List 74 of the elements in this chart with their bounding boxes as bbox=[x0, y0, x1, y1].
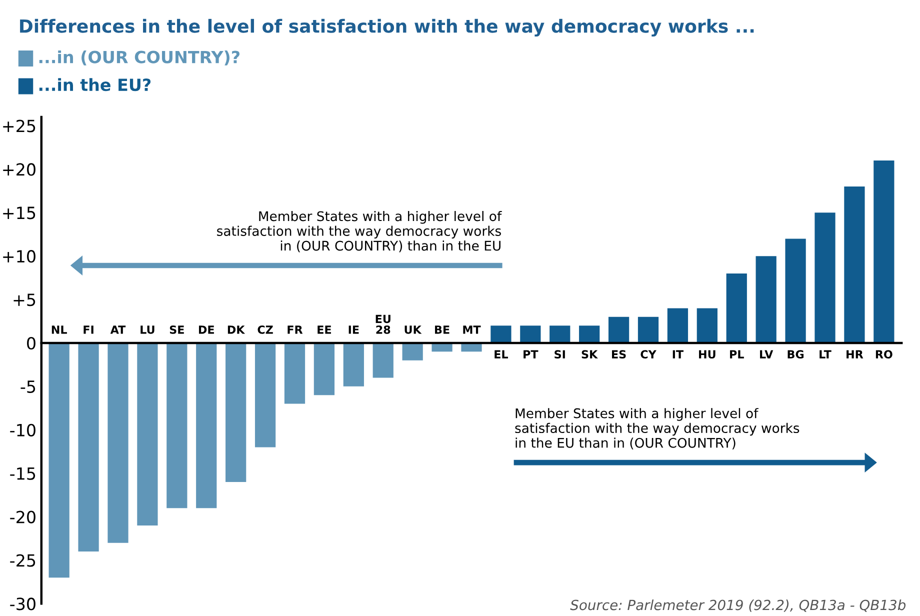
bar bbox=[520, 326, 541, 343]
x-tick-label: SI bbox=[554, 350, 565, 359]
bar bbox=[78, 342, 99, 552]
bar bbox=[696, 308, 718, 343]
x-tick-label: FI bbox=[84, 326, 94, 334]
bar bbox=[579, 326, 600, 343]
y-tick-label: +25 bbox=[3, 120, 36, 132]
y-tick-label: 0 bbox=[27, 336, 36, 350]
x-tick-label: DE bbox=[198, 326, 214, 334]
bar bbox=[314, 342, 335, 396]
x-tick-label: NL bbox=[52, 326, 67, 334]
legend-label: ...in (OUR COUNTRY)? bbox=[39, 50, 240, 66]
legend-label: ...in the EU? bbox=[39, 78, 151, 92]
x-tick-label: HU bbox=[699, 350, 716, 359]
x-tick-label: AT bbox=[110, 326, 126, 334]
bar bbox=[814, 212, 836, 343]
x-tick-label: CY bbox=[640, 350, 656, 359]
bar bbox=[490, 326, 512, 343]
y-tick-label: -10 bbox=[10, 424, 36, 436]
x-tick-label: EE bbox=[318, 326, 331, 334]
x-tick-label: BG bbox=[788, 350, 804, 359]
x-tick-label: EU 28 bbox=[376, 314, 390, 334]
bar bbox=[137, 342, 158, 526]
bar bbox=[48, 342, 70, 578]
bar bbox=[844, 186, 865, 343]
y-tick-label: +20 bbox=[3, 163, 36, 176]
bar bbox=[372, 342, 394, 378]
y-tick-label: -15 bbox=[10, 468, 36, 480]
y-tick-label: -30 bbox=[10, 598, 36, 610]
x-tick-label: PT bbox=[524, 350, 538, 358]
bar bbox=[638, 316, 659, 343]
y-tick-label: -5 bbox=[20, 380, 36, 393]
x-tick-label: SE bbox=[170, 325, 184, 334]
bar bbox=[608, 316, 630, 343]
x-tick-label: FR bbox=[288, 326, 303, 334]
bar bbox=[785, 238, 806, 343]
bar bbox=[756, 256, 776, 343]
x-tick-label: SK bbox=[582, 350, 598, 359]
x-tick-label: LU bbox=[140, 326, 154, 334]
x-tick-label: IT bbox=[672, 350, 684, 358]
chart-title: Differences in the level of satisfaction with the way democracy works ... bbox=[20, 18, 754, 37]
x-tick-label: UK bbox=[404, 326, 422, 334]
annotation: Member States with a higher level of satisfaction with the way democracy works in the EU than in (OUR COUNTRY) bbox=[515, 408, 800, 450]
x-tick-label: CZ bbox=[258, 325, 273, 334]
bar bbox=[874, 160, 894, 343]
bar bbox=[108, 342, 128, 543]
bar bbox=[402, 342, 423, 360]
x-tick-label: IE bbox=[348, 326, 359, 334]
bar bbox=[226, 342, 246, 482]
bar bbox=[284, 342, 306, 404]
annotation: Source: Parlemeter 2019 (92.2), QB13a - QB13b bbox=[570, 599, 906, 612]
y-tick-label: -25 bbox=[10, 554, 36, 567]
y-tick-label: +15 bbox=[3, 206, 36, 220]
x-tick-label: LV bbox=[760, 350, 774, 358]
x-tick-label: PL bbox=[730, 350, 744, 358]
bar bbox=[726, 273, 747, 343]
x-tick-label: EL bbox=[494, 350, 508, 358]
y-tick-label: +10 bbox=[3, 250, 36, 263]
x-tick-label: DK bbox=[228, 326, 246, 334]
x-tick-label: ES bbox=[612, 350, 626, 359]
y-tick-label: -20 bbox=[10, 510, 36, 524]
bar bbox=[166, 342, 188, 508]
bar bbox=[343, 342, 364, 386]
bar bbox=[550, 326, 570, 343]
y-tick-label: +5 bbox=[14, 294, 36, 306]
x-tick-label: LT bbox=[820, 350, 832, 358]
x-tick-label: HR bbox=[846, 350, 864, 358]
bar bbox=[667, 308, 688, 343]
bar bbox=[254, 342, 276, 448]
annotation: Member States with a higher level of satisfaction with the way democracy works in (OUR COUNTRY) than in the EU bbox=[217, 210, 502, 252]
x-tick-label: RO bbox=[876, 350, 892, 359]
bar bbox=[196, 342, 217, 508]
x-tick-label: BE bbox=[435, 326, 450, 334]
x-tick-label: MT bbox=[463, 326, 481, 334]
